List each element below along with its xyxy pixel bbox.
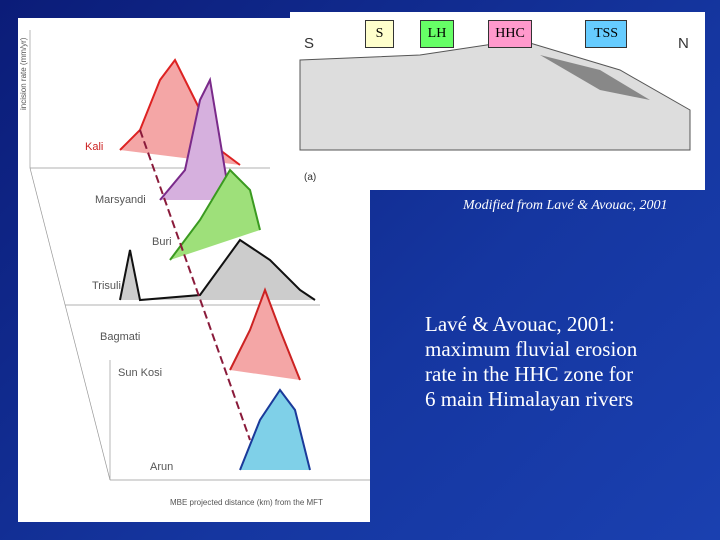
body-line: 6 main Himalayan rivers <box>425 387 634 411</box>
river-label: Marsyandi <box>95 194 146 206</box>
north-label: N <box>678 35 689 52</box>
leucogranite <box>540 55 650 100</box>
x-axis-label: MBE projected distance (km) from the MFT <box>170 498 323 507</box>
buri-curve <box>169 168 261 261</box>
cross-section <box>299 39 691 151</box>
body-line: rate in the HHC zone for <box>425 362 634 386</box>
south-label: S <box>304 35 314 52</box>
river-label: Trisuli <box>92 280 121 292</box>
zone-label: LH <box>420 20 454 48</box>
panel-label: (a) <box>304 172 316 183</box>
sunkosi-curve <box>229 287 301 381</box>
marsyandi-curve <box>159 76 231 201</box>
body-line: Lavé & Avouac, 2001: <box>425 312 615 336</box>
river-label: Buri <box>152 236 172 248</box>
zone-label: HHC <box>488 20 532 48</box>
mct-line <box>139 129 251 441</box>
zone-label: S <box>365 20 394 48</box>
caption: Modified from Lavé & Avouac, 2001 <box>463 198 668 213</box>
y-axis-label: incision rate (mm/yr) <box>19 37 28 110</box>
panel-frames <box>29 30 370 481</box>
river-label: Arun <box>150 461 173 473</box>
trisuli-curve <box>119 238 316 302</box>
body-line: maximum fluvial erosion <box>425 337 638 361</box>
arun-curve <box>239 388 311 471</box>
river-label: Kali <box>85 141 103 153</box>
river-label: Sun Kosi <box>118 367 162 379</box>
zone-label: TSS <box>585 20 627 48</box>
body-text: Lavé & Avouac, 2001: maximum fluvial ero… <box>425 312 637 412</box>
river-label: Bagmati <box>100 331 140 343</box>
